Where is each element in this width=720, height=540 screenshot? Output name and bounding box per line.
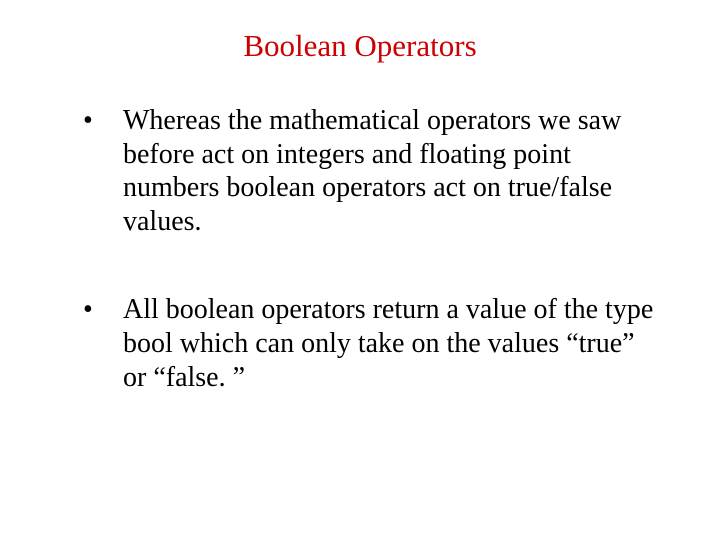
- bullet-list: • Whereas the mathematical operators we …: [60, 104, 660, 394]
- list-item: • Whereas the mathematical operators we …: [75, 104, 660, 238]
- list-item: • All boolean operators return a value o…: [75, 293, 660, 394]
- bullet-marker: •: [83, 104, 93, 138]
- bullet-marker: •: [83, 293, 93, 327]
- slide-title: Boolean Operators: [60, 28, 660, 64]
- bullet-text: Whereas the mathematical operators we sa…: [123, 105, 621, 237]
- slide-container: Boolean Operators • Whereas the mathemat…: [0, 0, 720, 540]
- bullet-text: All boolean operators return a value of …: [123, 294, 653, 392]
